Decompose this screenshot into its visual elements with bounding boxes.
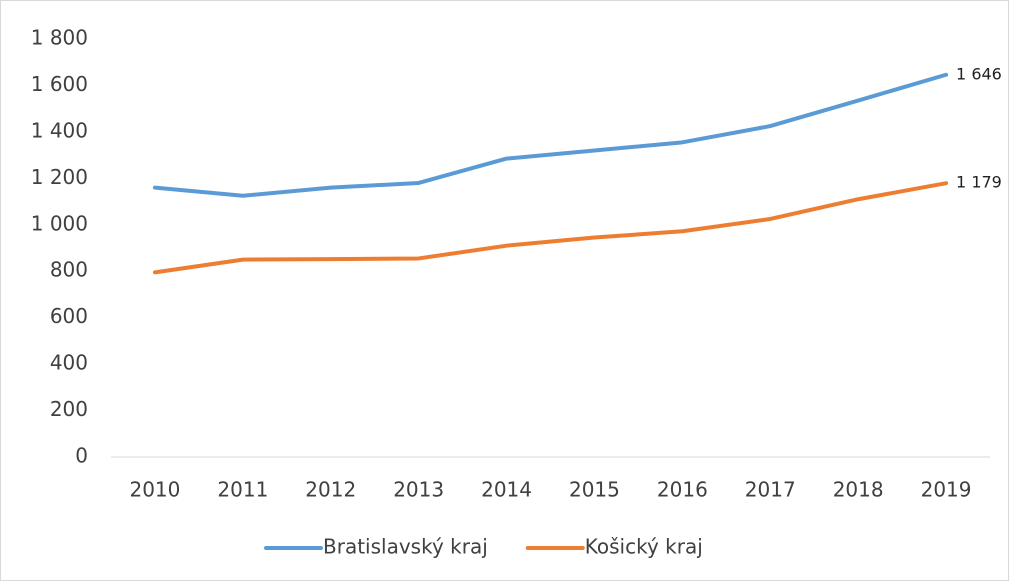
x-tick-label: 2017 <box>745 478 796 502</box>
value-label: 1 646 <box>956 64 1002 83</box>
y-tick-label: 400 <box>50 351 88 375</box>
x-tick-label: 2019 <box>921 478 972 502</box>
x-tick-label: 2014 <box>481 478 532 502</box>
y-tick-label: 1 000 <box>31 211 88 235</box>
y-tick-label: 0 <box>75 444 88 468</box>
legend-label: Bratislavský kraj <box>323 535 488 559</box>
y-tick-label: 1 400 <box>31 118 88 142</box>
legend-label: Košický kraj <box>585 535 703 559</box>
x-tick-label: 2016 <box>657 478 708 502</box>
y-tick-label: 600 <box>50 304 88 328</box>
x-tick-label: 2010 <box>129 478 180 502</box>
x-tick-label: 2018 <box>833 478 884 502</box>
y-tick-label: 1 800 <box>31 26 88 50</box>
value-label: 1 179 <box>956 173 1002 192</box>
y-tick-label: 200 <box>50 397 88 421</box>
series-line <box>152 72 949 198</box>
x-tick-label: 2011 <box>217 478 268 502</box>
y-tick-label: 800 <box>50 258 88 282</box>
y-tick-label: 1 200 <box>31 165 88 189</box>
series-line <box>152 181 949 275</box>
x-tick-label: 2013 <box>393 478 444 502</box>
x-tick-label: 2015 <box>569 478 620 502</box>
y-tick-label: 1 600 <box>31 72 88 96</box>
x-tick-label: 2012 <box>305 478 356 502</box>
